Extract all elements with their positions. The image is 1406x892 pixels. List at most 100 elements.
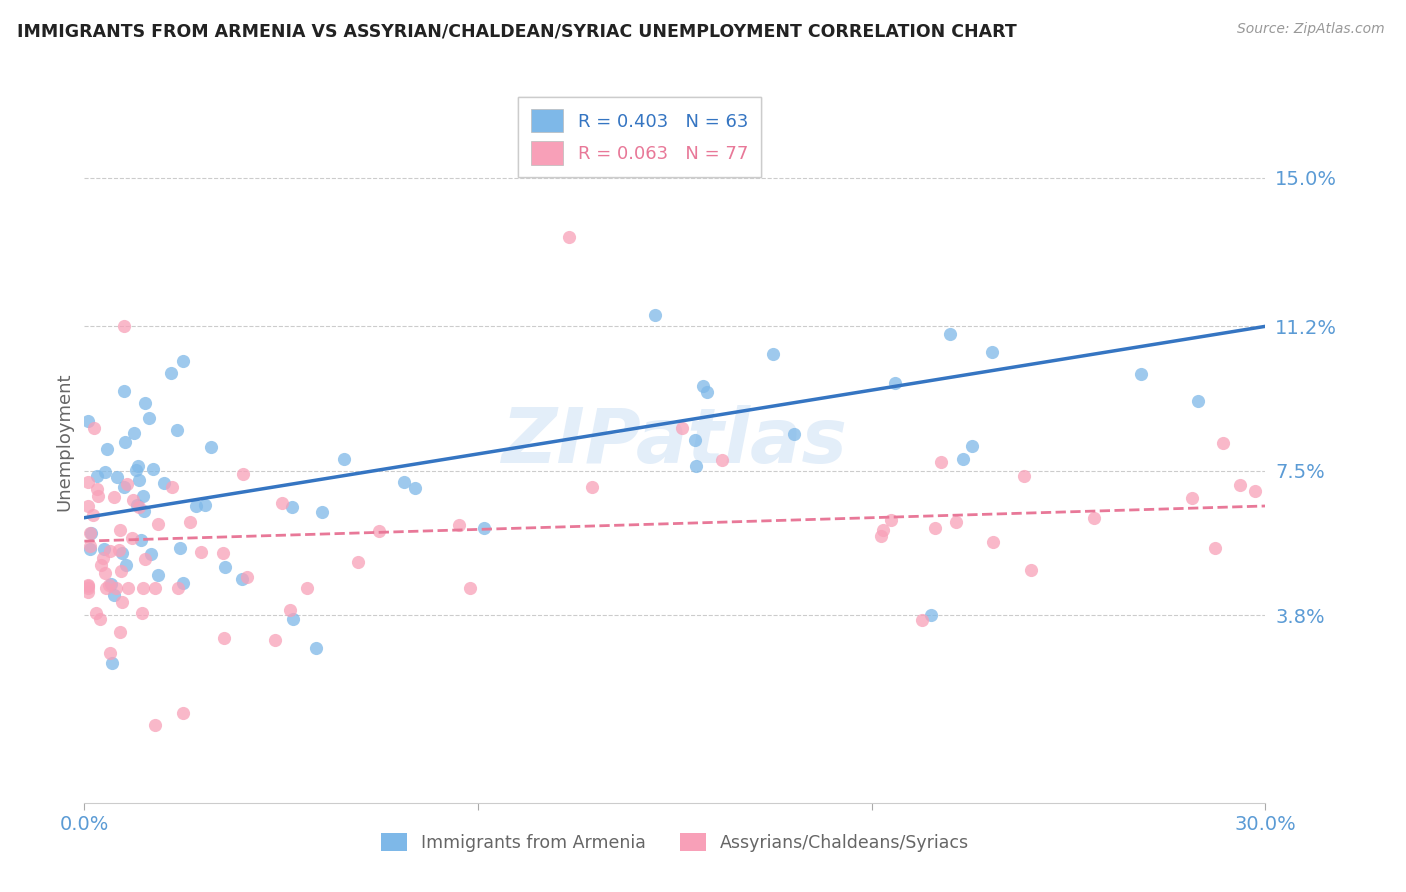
Point xyxy=(77,585,100,599)
Point xyxy=(98,646,121,660)
Point xyxy=(80,525,103,540)
Point xyxy=(82,508,104,522)
Point xyxy=(278,603,301,617)
Point xyxy=(112,480,135,494)
Point xyxy=(86,469,108,483)
Point xyxy=(172,706,194,720)
Point xyxy=(190,545,212,559)
Point xyxy=(112,384,135,399)
Point xyxy=(96,442,118,456)
Point xyxy=(392,475,415,489)
Point xyxy=(184,499,207,513)
Point xyxy=(111,595,134,609)
Point xyxy=(143,717,166,731)
Point xyxy=(103,589,125,603)
Point xyxy=(172,575,194,590)
Point xyxy=(110,565,132,579)
Point xyxy=(295,581,318,595)
Point xyxy=(101,656,124,670)
Point xyxy=(870,529,893,543)
Point xyxy=(146,567,169,582)
Point xyxy=(103,490,125,504)
Point xyxy=(347,555,370,569)
Point xyxy=(980,345,1002,359)
Point xyxy=(108,542,131,557)
Point xyxy=(105,470,128,484)
Point xyxy=(108,523,131,537)
Point xyxy=(114,434,136,449)
Point xyxy=(79,525,101,540)
Point xyxy=(166,423,188,437)
Point xyxy=(100,576,122,591)
Point xyxy=(581,480,603,494)
Point xyxy=(90,558,112,572)
Point xyxy=(263,632,285,647)
Point xyxy=(333,452,356,467)
Point xyxy=(111,546,134,560)
Point xyxy=(193,499,215,513)
Point xyxy=(77,500,100,514)
Point xyxy=(1229,478,1251,492)
Point xyxy=(762,346,785,360)
Y-axis label: Unemployment: Unemployment xyxy=(55,372,73,511)
Point xyxy=(160,366,183,380)
Legend: Immigrants from Armenia, Assyrians/Chaldeans/Syriacs: Immigrants from Armenia, Assyrians/Chald… xyxy=(374,827,976,859)
Point xyxy=(162,480,184,494)
Point xyxy=(710,452,733,467)
Point xyxy=(305,641,328,656)
Point xyxy=(271,496,294,510)
Point xyxy=(911,613,934,627)
Point xyxy=(924,521,946,535)
Point xyxy=(458,581,481,595)
Point xyxy=(367,524,389,538)
Point xyxy=(115,477,138,491)
Point xyxy=(981,535,1004,549)
Point xyxy=(98,544,121,558)
Point xyxy=(77,414,100,428)
Point xyxy=(557,229,579,244)
Point xyxy=(132,581,155,595)
Point xyxy=(696,385,718,400)
Point xyxy=(1083,511,1105,525)
Point xyxy=(880,513,903,527)
Point xyxy=(449,517,471,532)
Point xyxy=(127,458,149,473)
Point xyxy=(1130,367,1153,381)
Point xyxy=(281,612,304,626)
Point xyxy=(172,354,194,368)
Point xyxy=(212,546,235,560)
Point xyxy=(115,558,138,572)
Point xyxy=(169,541,191,556)
Point xyxy=(93,541,115,556)
Point xyxy=(1243,483,1265,498)
Point xyxy=(671,421,693,435)
Point xyxy=(77,578,100,592)
Point xyxy=(86,482,108,496)
Point xyxy=(79,539,101,553)
Point xyxy=(685,459,707,474)
Point xyxy=(91,550,114,565)
Point xyxy=(87,489,110,503)
Point xyxy=(231,572,253,586)
Point xyxy=(1187,393,1209,408)
Point xyxy=(1212,436,1234,450)
Point xyxy=(125,463,148,477)
Point xyxy=(143,581,166,595)
Text: IMMIGRANTS FROM ARMENIA VS ASSYRIAN/CHALDEAN/SYRIAC UNEMPLOYMENT CORRELATION CHA: IMMIGRANTS FROM ARMENIA VS ASSYRIAN/CHAL… xyxy=(17,22,1017,40)
Point xyxy=(128,474,150,488)
Point xyxy=(214,559,236,574)
Point xyxy=(98,577,121,591)
Point xyxy=(1181,491,1204,506)
Point xyxy=(142,461,165,475)
Point xyxy=(783,426,806,441)
Point xyxy=(94,581,117,595)
Point xyxy=(94,465,117,479)
Point xyxy=(141,548,163,562)
Point xyxy=(134,396,156,410)
Point xyxy=(1019,563,1042,577)
Point xyxy=(77,475,100,489)
Point xyxy=(1204,541,1226,555)
Point xyxy=(235,570,257,584)
Point xyxy=(200,440,222,454)
Point xyxy=(1014,468,1036,483)
